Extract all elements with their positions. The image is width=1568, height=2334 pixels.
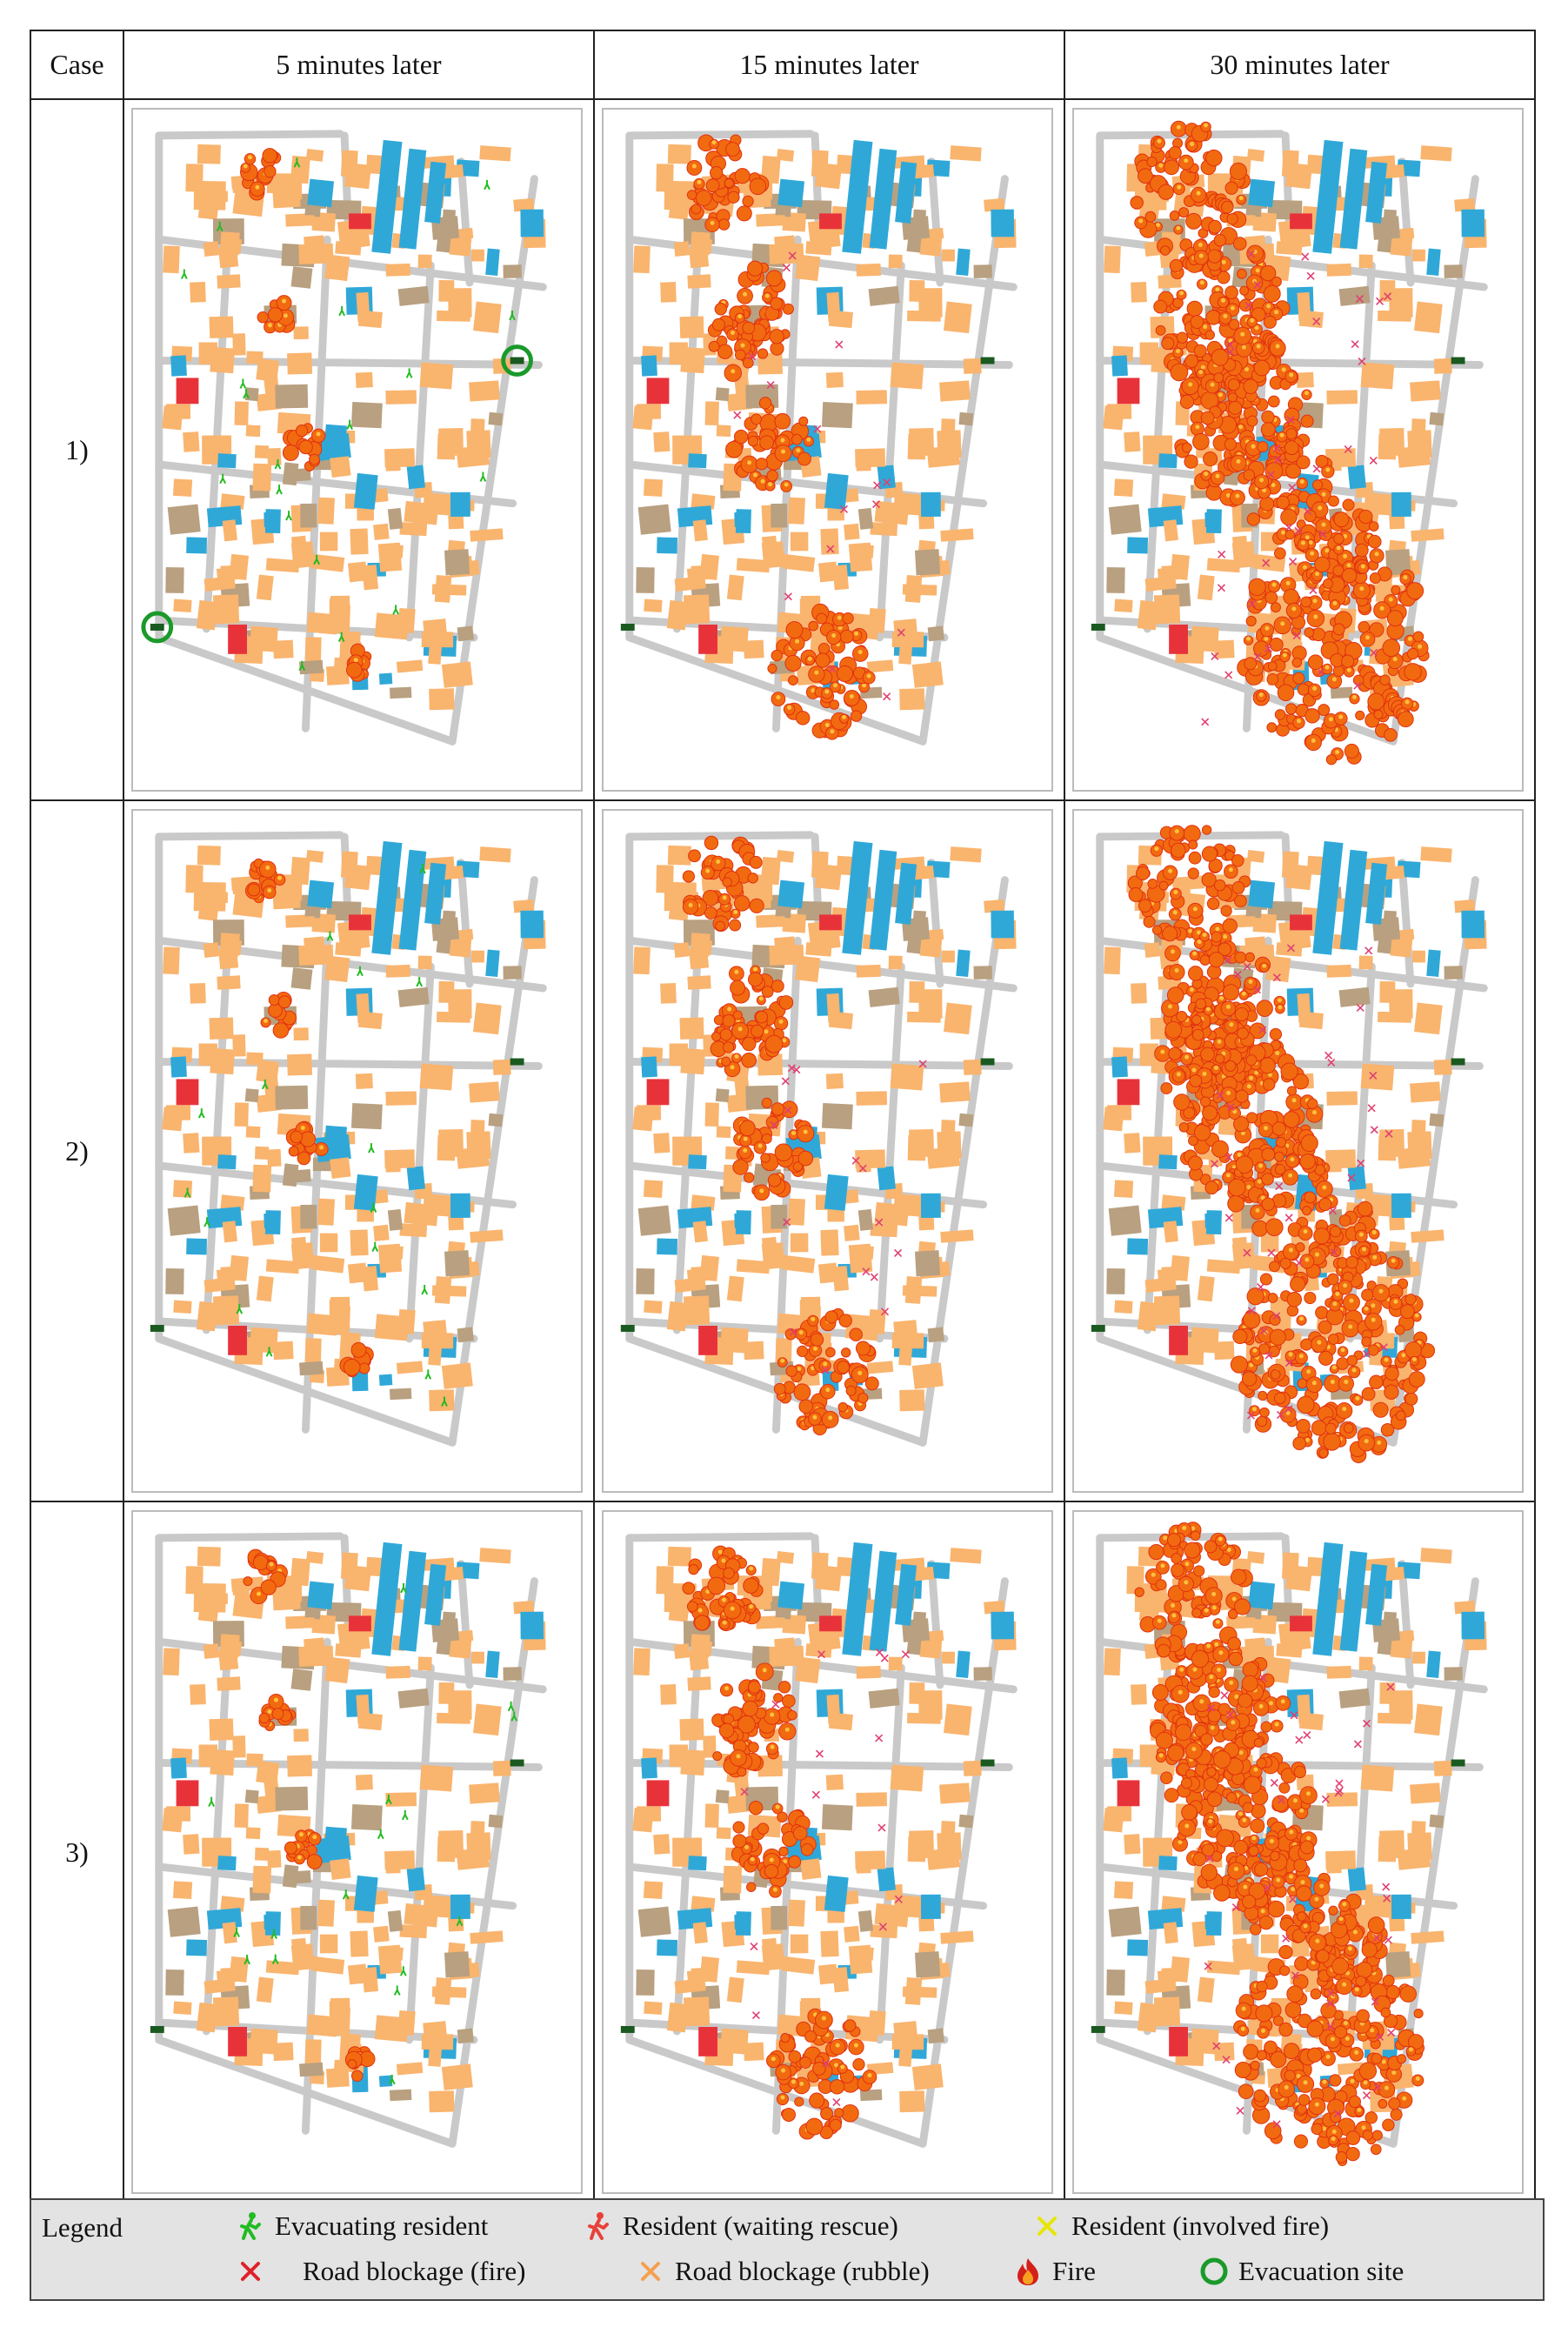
map-canvas xyxy=(620,130,1018,746)
case-row-3: 3) xyxy=(30,1501,1536,2204)
evacuation-site-icon xyxy=(1197,2254,1231,2289)
evacuating-resident-icon xyxy=(233,2209,268,2244)
map-canvas xyxy=(141,130,547,746)
map-canvas xyxy=(620,1532,1018,2148)
map-canvas xyxy=(1091,1521,1488,2167)
map-case3-30min xyxy=(1072,1510,1524,2194)
legend-item-rubble-blockage: Road blockage (rubble) xyxy=(633,2254,930,2289)
map-canvas xyxy=(150,831,547,1447)
legend-label: Resident (waiting rescue) xyxy=(623,2210,898,2241)
map-case3-15min xyxy=(602,1510,1053,2194)
simulation-results-table: Case 5 minutes later 15 minutes later 30… xyxy=(30,30,1536,2204)
legend-item-evacuating: Evacuating resident xyxy=(233,2209,488,2244)
legend-label: Road blockage (rubble) xyxy=(675,2256,930,2286)
table-header-row: Case 5 minutes later 15 minutes later 30… xyxy=(30,30,1536,100)
map-case2-15min xyxy=(602,809,1053,1493)
legend-item-waiting: Resident (waiting rescue) xyxy=(581,2209,898,2244)
legend-label: Fire xyxy=(1052,2256,1096,2286)
case-row-1: 1) xyxy=(30,98,1536,801)
map-case1-15min xyxy=(602,108,1053,792)
legend-item-evacuation-site: Evacuation site xyxy=(1197,2254,1404,2289)
legend-label: Evacuating resident xyxy=(275,2210,489,2241)
map-canvas xyxy=(620,831,1018,1447)
legend: Legend Evacuating resident Resident (wai… xyxy=(30,2198,1545,2301)
case-label: 3) xyxy=(30,1501,124,2204)
case-label: 1) xyxy=(30,98,124,801)
map-canvas xyxy=(150,1532,547,2148)
header-30min: 30 minutes later xyxy=(1064,30,1536,100)
involved-fire-icon xyxy=(1030,2209,1064,2244)
legend-label: Resident (involved fire) xyxy=(1071,2210,1330,2241)
map-case3-5min xyxy=(131,1510,583,2194)
map-canvas xyxy=(1091,120,1488,766)
map-canvas xyxy=(1091,825,1488,1463)
map-case2-5min xyxy=(131,809,583,1493)
legend-title: Legend xyxy=(42,2212,123,2243)
fire-icon xyxy=(1011,2254,1045,2289)
case-label: 2) xyxy=(30,799,124,1502)
rubble-blockage-icon xyxy=(633,2254,668,2289)
header-15min: 15 minutes later xyxy=(593,30,1065,100)
fire-blockage-icon xyxy=(233,2254,268,2289)
map-case2-30min xyxy=(1072,809,1524,1493)
map-case1-30min xyxy=(1072,108,1524,792)
header-5min: 5 minutes later xyxy=(123,30,595,100)
case-row-2: 2) xyxy=(30,799,1536,1502)
header-case: Case xyxy=(30,30,124,100)
legend-item-fire-blockage: Road blockage (fire) xyxy=(233,2254,526,2289)
legend-item-fire: Fire xyxy=(1011,2254,1096,2289)
legend-label: Evacuation site xyxy=(1238,2256,1405,2286)
legend-item-involved-fire: Resident (involved fire) xyxy=(1030,2209,1329,2244)
waiting-resident-icon xyxy=(581,2209,616,2244)
legend-label: Road blockage (fire) xyxy=(303,2256,526,2286)
map-case1-5min xyxy=(131,108,583,792)
